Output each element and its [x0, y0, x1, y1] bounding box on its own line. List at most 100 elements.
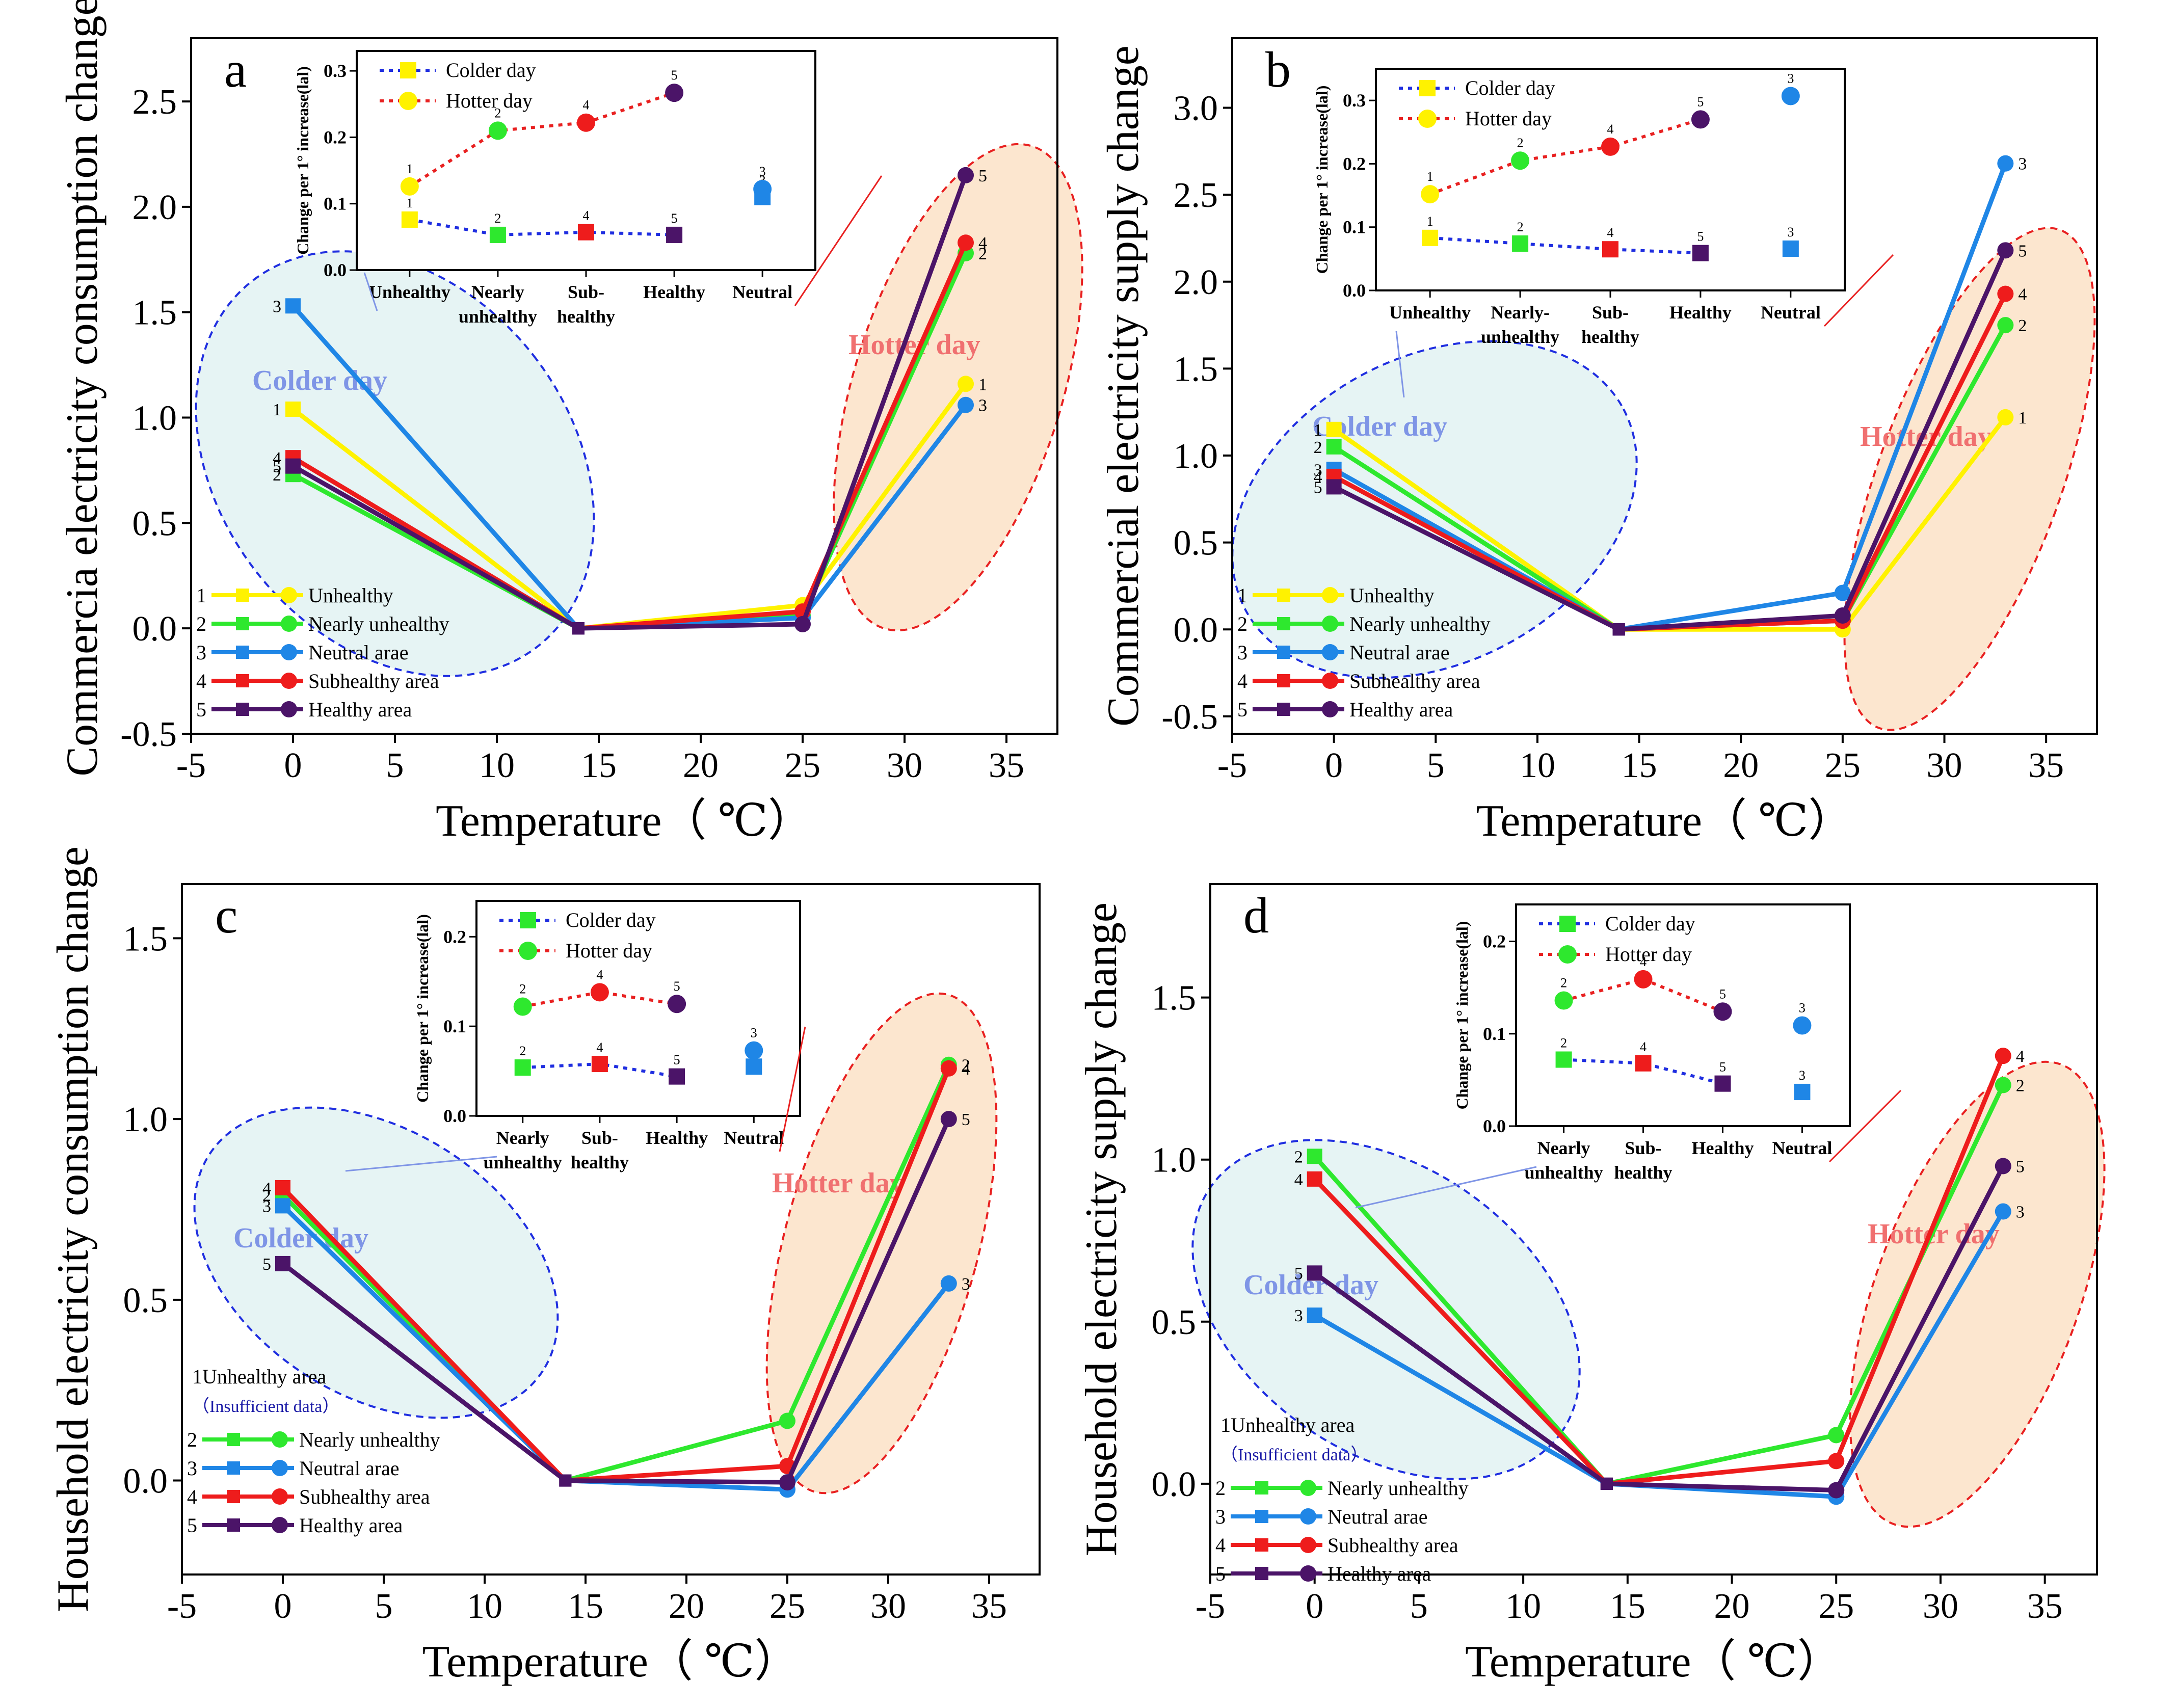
- legend-square: [227, 1518, 240, 1532]
- inset-colder-marker-neutral: [746, 1058, 762, 1075]
- inset-hotter-line: [1429, 118, 1701, 196]
- x-tick-label: -5: [176, 746, 206, 785]
- inset-hotter-marker-unhealthy: [1421, 185, 1440, 204]
- y-tick-label: -0.5: [120, 715, 177, 754]
- marker-subhealthy: [1997, 285, 2014, 302]
- series-number-left: 1: [273, 401, 281, 419]
- inset-hotter-number: 2: [494, 105, 501, 120]
- legend-label: Healthy area: [299, 1514, 403, 1537]
- hotter-day-ellipse: [765, 992, 998, 1494]
- inset-legend-colder: Colder day: [1605, 912, 1695, 935]
- legend-number: 3: [1237, 641, 1247, 664]
- legend-number: 5: [1237, 698, 1247, 721]
- series-number-right: 3: [962, 1275, 970, 1294]
- marker-subhealthy: [1307, 1171, 1322, 1187]
- inset-category-label: Healthy: [1669, 302, 1732, 323]
- series-line-neutral: [1333, 163, 2008, 632]
- inset-hotter-number: 2: [1560, 976, 1567, 991]
- colder-day-label: Colder day: [252, 365, 387, 396]
- legend-circle: [281, 701, 297, 717]
- x-tick-label: 10: [467, 1587, 502, 1626]
- inset-category-label: Nearly unhealthy: [459, 282, 537, 327]
- x-tick-label: -5: [167, 1587, 197, 1626]
- x-axis-title: Temperature（ ℃）: [1465, 1637, 1842, 1687]
- inset-colder-marker-nearly: [1555, 1051, 1572, 1068]
- plot-frame: [1209, 883, 2098, 1576]
- hotter-arrow: [794, 175, 883, 306]
- panel-b: -5 0 5 10 15 20 25 30 35-0.50.00.51.01.52.02.53.…: [1099, 37, 2098, 846]
- marker-healthy: [1600, 1477, 1613, 1490]
- series-line-subhealthy: [1333, 292, 2008, 632]
- series-number-left: 4: [1294, 1170, 1303, 1189]
- inset-hotter-number: 4: [1607, 122, 1614, 137]
- series-line-subhealthy: [281, 1068, 951, 1483]
- inset-hotter-number: 3: [751, 1026, 757, 1040]
- inset-colder-number: 5: [674, 1053, 680, 1068]
- inset-colder-marker-healthy: [1714, 1075, 1731, 1092]
- inset-hotter-line: [1563, 977, 1723, 1013]
- series-number-right: 2: [2016, 1076, 2025, 1095]
- y-tick-label: 0.5: [132, 504, 177, 543]
- legend-circle: [281, 644, 297, 660]
- inset-y-tick-label: 0.1: [443, 1016, 466, 1036]
- inset-hotter-marker-healthy: [1691, 110, 1710, 129]
- y-tick-label: 0.5: [1152, 1303, 1197, 1342]
- inset-category-label: Healthy: [643, 282, 705, 302]
- y-tick-label: -0.5: [1161, 698, 1218, 737]
- inset-hotter-number: 4: [583, 98, 590, 113]
- legend-square: [227, 1433, 240, 1446]
- colder-day-label: Colder day: [233, 1222, 368, 1254]
- legend-square: [1277, 646, 1290, 659]
- series-number-left: 2: [1314, 438, 1322, 457]
- hotter-arrow: [779, 1026, 806, 1152]
- legend-number: 2: [1237, 612, 1247, 635]
- panel-letter: a: [224, 41, 247, 98]
- marker-subhealthy: [958, 234, 974, 251]
- x-tick-label: 25: [769, 1587, 805, 1626]
- y-tick-label: 0.5: [1174, 524, 1218, 563]
- inset-legend-hotter-marker: [1418, 110, 1437, 128]
- inset-y-tick-label: 0.2: [324, 127, 347, 147]
- legend-label: Unhealthy: [1349, 584, 1435, 607]
- x-tick-label: 20: [669, 1587, 704, 1626]
- inset-colder-number: 1: [406, 196, 413, 210]
- x-tick-label: 30: [870, 1587, 906, 1626]
- series-number-left: 2: [273, 466, 281, 485]
- legend-item-healthy: 5 Healthy area: [1215, 1562, 1431, 1585]
- marker-unhealthy: [1997, 409, 2014, 425]
- inset-legend-hotter-marker: [519, 942, 537, 960]
- series-number-right: 4: [2018, 285, 2027, 304]
- series-line-subhealthy: [1313, 1055, 2005, 1486]
- series-number-left: 3: [1294, 1306, 1303, 1325]
- series-line-neutral: [281, 1204, 951, 1492]
- legend-label: Neutral arae: [308, 641, 409, 664]
- series-number-right: 4: [962, 1060, 970, 1079]
- legend-square: [1255, 1481, 1268, 1494]
- legend-note-sub: （Insufficient data）: [192, 1397, 339, 1416]
- series-line-neutral: [1313, 1210, 2005, 1499]
- y-tick-label: 1.5: [123, 919, 168, 958]
- inset-hotter-marker-nearly: [1511, 151, 1530, 170]
- legend-item-subhealthy: 4 Subhealthy area: [1215, 1534, 1458, 1557]
- inset-category-label: Nearly unhealthy: [484, 1128, 562, 1172]
- legend-item-healthy: 5 Healthy area: [1237, 698, 1453, 721]
- legend-number: 4: [196, 670, 206, 692]
- series-number-right: 3: [2016, 1203, 2025, 1222]
- x-tick-label: 0: [274, 1587, 292, 1626]
- x-tick-label: 30: [887, 746, 922, 785]
- inset-colder-marker-subhealthy: [591, 1056, 608, 1073]
- legend-item-nearly: 2 Nearly unhealthy: [187, 1428, 440, 1451]
- marker-neutral: [958, 396, 974, 413]
- marker-healthy: [1834, 607, 1851, 624]
- legend-label: Nearly unhealthy: [1328, 1477, 1469, 1500]
- inset-hotter-marker-subhealthy: [577, 113, 595, 132]
- series-line-neutral: [291, 304, 968, 631]
- series-number-left: 2: [1294, 1147, 1303, 1166]
- x-tick-label: 20: [1714, 1587, 1750, 1626]
- inset-category-label: Unhealthy: [1389, 302, 1471, 323]
- inset-y-axis-title: Change per 1° increase(lal): [1313, 86, 1331, 274]
- x-axis-title: Temperature（ ℃）: [422, 1637, 800, 1687]
- legend-number: 2: [187, 1428, 197, 1451]
- plot-frame: [181, 883, 1041, 1576]
- legend-item-healthy: 5 Healthy area: [187, 1514, 403, 1537]
